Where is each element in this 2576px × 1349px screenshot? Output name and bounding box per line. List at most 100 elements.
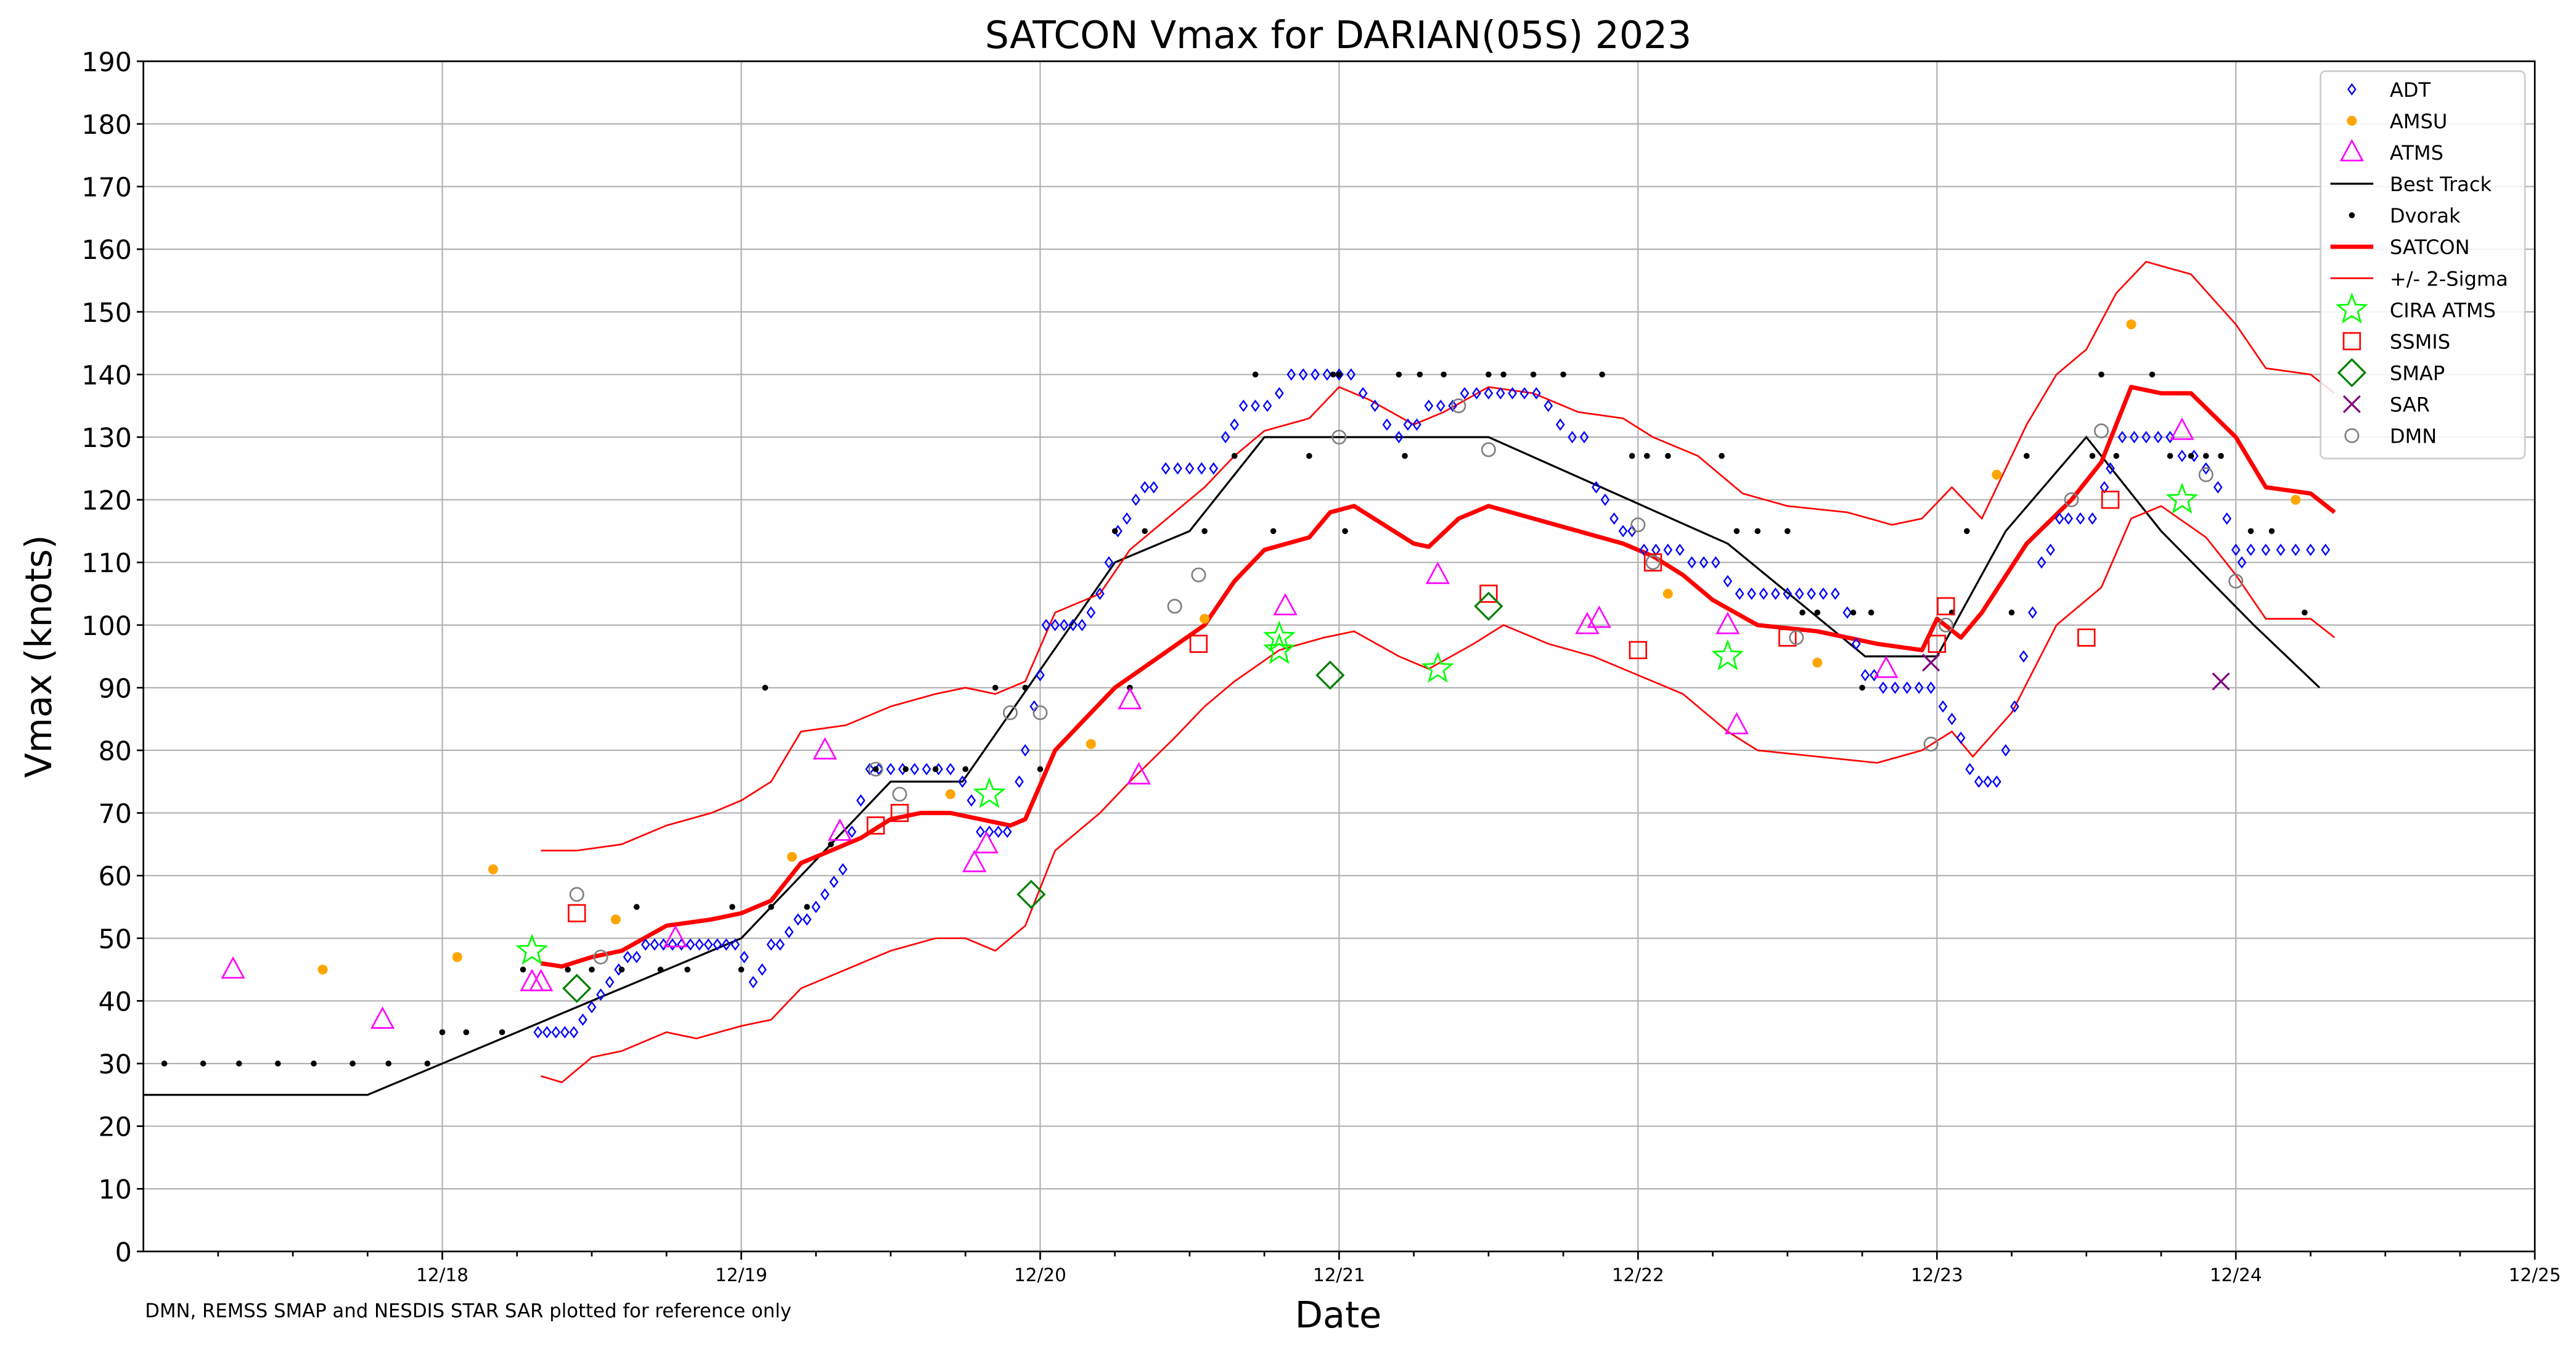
dvorak-point <box>1963 528 1970 535</box>
adt-point <box>1403 418 1413 431</box>
y-tick-label: 30 <box>98 1049 131 1080</box>
atms-point <box>1126 762 1151 785</box>
adt-point <box>1131 493 1140 506</box>
dvorak-point <box>439 1029 446 1036</box>
adt-point <box>2237 556 2247 569</box>
legend-label: ADT <box>2390 78 2431 102</box>
smap-legend-marker <box>2337 358 2367 388</box>
adt-point <box>1956 731 1966 744</box>
adt-series <box>533 368 2331 1039</box>
sar-point <box>1922 654 1940 672</box>
adt-point <box>1938 700 1948 713</box>
adt-point <box>2129 430 2139 444</box>
dvorak-point <box>311 1060 317 1067</box>
adt-point <box>1086 606 1096 619</box>
y-tick-label: 130 <box>81 423 132 454</box>
dvorak-point <box>1599 371 1605 378</box>
legend-label: AMSU <box>2390 110 2447 133</box>
adt-point <box>1519 387 1529 400</box>
legend-entry: DMN <box>2344 425 2437 448</box>
adt-point <box>2117 430 2127 444</box>
adt-point <box>1831 587 1840 601</box>
cira-point <box>2165 482 2199 514</box>
dvorak-point <box>1859 684 1865 691</box>
adt-point <box>865 763 875 776</box>
dvorak-point <box>1868 609 1875 616</box>
y-tick-label: 50 <box>98 924 131 955</box>
adt-point <box>2177 449 2187 462</box>
dvorak-point <box>1814 609 1821 616</box>
atms-point <box>827 818 853 841</box>
adt-point <box>605 975 615 988</box>
adt-point <box>1609 512 1619 525</box>
adt-point <box>1759 587 1768 601</box>
ssmis-series <box>568 490 2120 922</box>
adt-point <box>1794 587 1804 601</box>
adt-point <box>1209 462 1219 475</box>
adt-point <box>1579 430 1589 444</box>
cira-series <box>515 482 2199 965</box>
cira-point <box>1263 633 1296 665</box>
atms-point <box>663 925 688 948</box>
dmn-point <box>892 787 907 802</box>
adt-point <box>668 938 677 951</box>
ssmis-legend-marker <box>2342 332 2361 351</box>
sigma-lower-line <box>541 505 2336 1083</box>
adt-point <box>1460 387 1470 400</box>
adt-point <box>1878 681 1888 694</box>
best-track-line <box>143 435 2321 1096</box>
adt-point <box>1687 556 1696 569</box>
dvorak-point <box>1270 528 1277 535</box>
adt-point <box>847 826 857 839</box>
adt-point <box>1346 368 1356 381</box>
atms-point <box>974 830 999 854</box>
amsu-point <box>1992 469 2002 480</box>
adt-point <box>1663 543 1673 556</box>
adt-point <box>1077 618 1087 631</box>
legend-entry: +/- 2-Sigma <box>2330 267 2508 290</box>
legend-entry: SMAP <box>2337 358 2445 388</box>
amsu-point <box>2291 494 2301 505</box>
dvorak-point <box>1850 609 1857 616</box>
y-tick-label: 170 <box>81 173 132 203</box>
adt-point <box>1771 587 1780 601</box>
y-tick-label: 100 <box>81 611 132 642</box>
adt-point <box>1568 430 1577 444</box>
dvorak-point <box>828 841 834 848</box>
adt-point <box>1675 543 1685 556</box>
dvorak-point <box>1330 371 1336 378</box>
dvorak-point <box>2089 453 2096 459</box>
dvorak-point <box>161 1060 168 1067</box>
adt-point <box>1926 681 1936 694</box>
adt-point <box>811 900 821 914</box>
adt-point <box>1322 368 1332 381</box>
adt-point <box>838 863 848 876</box>
amsu-point <box>2126 319 2136 330</box>
dvorak-point <box>1342 528 1348 535</box>
atms-point <box>812 737 837 760</box>
adt-point <box>2028 606 2037 619</box>
dvorak-point <box>385 1060 392 1067</box>
adt-point <box>2246 543 2255 556</box>
dvorak-point <box>1486 371 1492 378</box>
adt-point <box>2019 650 2029 663</box>
dmn-point <box>1645 555 1661 570</box>
adt-point <box>1068 618 1078 631</box>
adt-point <box>569 1026 579 1039</box>
adt-point <box>2222 512 2232 525</box>
x-axis-label: Date <box>1295 1294 1382 1336</box>
dmn-point <box>1191 567 1206 583</box>
dvorak-point <box>738 966 745 973</box>
adt-point <box>1860 669 1870 682</box>
amsu-legend-marker <box>2347 115 2357 126</box>
amsu-series <box>317 319 2301 975</box>
ssmis-point <box>1643 553 1662 572</box>
adt-point <box>1122 512 1132 525</box>
adt-point <box>2321 543 2331 556</box>
dmn-point <box>1481 442 1496 457</box>
dvorak-point <box>463 1029 470 1036</box>
dvorak-point <box>1252 371 1259 378</box>
amsu-point <box>1662 588 1673 599</box>
cira-point <box>1263 620 1296 652</box>
dvorak-point <box>1784 528 1791 535</box>
